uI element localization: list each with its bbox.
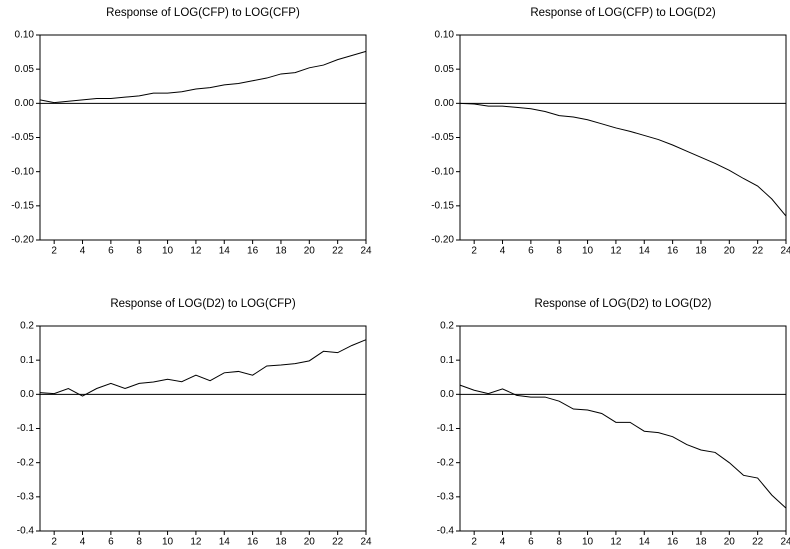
x-tick-label: 4 bbox=[500, 537, 506, 548]
x-tick-label: 4 bbox=[500, 246, 506, 257]
x-tick-label: 16 bbox=[667, 537, 679, 548]
y-tick-label: -0.05 bbox=[11, 132, 34, 143]
x-tick-label: 4 bbox=[80, 246, 86, 257]
x-tick-label: 6 bbox=[108, 537, 114, 548]
x-tick-label: 12 bbox=[190, 246, 202, 257]
response-line bbox=[39, 339, 367, 397]
y-tick-label: 0.05 bbox=[435, 64, 455, 75]
x-tick-label: 20 bbox=[304, 246, 316, 257]
x-tick-label: 12 bbox=[610, 246, 622, 257]
x-tick-label: 22 bbox=[752, 537, 764, 548]
chart-title: Response of LOG(D2) to LOG(CFP) bbox=[110, 298, 296, 310]
chart-title: Response of LOG(CFP) to LOG(D2) bbox=[530, 7, 716, 19]
y-tick-label: -0.20 bbox=[11, 235, 34, 246]
x-tick-label: 24 bbox=[780, 537, 790, 548]
y-tick-label: -0.4 bbox=[437, 526, 455, 537]
y-tick-label: -0.10 bbox=[431, 166, 454, 177]
x-tick-label: 18 bbox=[275, 246, 287, 257]
chart-title: Response of LOG(D2) to LOG(D2) bbox=[534, 298, 711, 310]
y-tick-label: 0.1 bbox=[440, 355, 454, 366]
response-line bbox=[39, 50, 367, 104]
y-tick-label: 0.2 bbox=[440, 321, 454, 332]
x-tick-label: 2 bbox=[471, 246, 477, 257]
x-tick-label: 10 bbox=[582, 537, 594, 548]
plot-frame bbox=[39, 325, 367, 532]
y-tick-label: -0.2 bbox=[437, 457, 455, 468]
x-tick-label: 10 bbox=[162, 537, 174, 548]
y-tick-label: 0.10 bbox=[435, 30, 455, 41]
x-tick-label: 10 bbox=[582, 246, 594, 257]
plot-frame bbox=[459, 34, 787, 241]
y-tick-label: 0.1 bbox=[20, 355, 34, 366]
x-tick-label: 12 bbox=[610, 537, 622, 548]
response-line bbox=[459, 384, 787, 509]
x-tick-label: 16 bbox=[247, 537, 259, 548]
y-tick-label: -0.2 bbox=[17, 457, 35, 468]
y-tick-label: -0.05 bbox=[431, 132, 454, 143]
x-tick-label: 20 bbox=[724, 246, 736, 257]
y-tick-label: -0.1 bbox=[437, 423, 455, 434]
y-tick-label: 0.00 bbox=[435, 98, 455, 109]
x-tick-label: 24 bbox=[780, 246, 790, 257]
y-tick-label: -0.4 bbox=[17, 526, 35, 537]
x-tick-label: 14 bbox=[219, 246, 231, 257]
x-tick-label: 22 bbox=[332, 246, 344, 257]
x-tick-label: 14 bbox=[639, 246, 651, 257]
x-tick-label: 8 bbox=[556, 537, 562, 548]
x-tick-label: 6 bbox=[528, 246, 534, 257]
x-tick-label: 8 bbox=[136, 537, 142, 548]
x-tick-label: 4 bbox=[80, 537, 86, 548]
x-tick-label: 20 bbox=[724, 537, 736, 548]
x-tick-label: 2 bbox=[51, 537, 57, 548]
response-line bbox=[459, 102, 787, 217]
y-tick-label: -0.3 bbox=[437, 491, 455, 502]
x-tick-label: 8 bbox=[136, 246, 142, 257]
x-tick-label: 22 bbox=[332, 537, 344, 548]
x-tick-label: 22 bbox=[752, 246, 764, 257]
y-tick-label: 0.10 bbox=[15, 30, 35, 41]
x-tick-label: 10 bbox=[162, 246, 174, 257]
x-tick-label: 6 bbox=[528, 537, 534, 548]
y-tick-label: -0.15 bbox=[11, 200, 34, 211]
x-tick-label: 12 bbox=[190, 537, 202, 548]
y-tick-label: 0.0 bbox=[440, 389, 454, 400]
x-tick-label: 24 bbox=[360, 537, 372, 548]
y-tick-label: 0.00 bbox=[15, 98, 35, 109]
x-tick-label: 18 bbox=[695, 537, 707, 548]
x-tick-label: 14 bbox=[219, 537, 231, 548]
x-tick-label: 16 bbox=[667, 246, 679, 257]
x-tick-label: 18 bbox=[275, 537, 287, 548]
plot-frame bbox=[459, 325, 787, 532]
x-tick-label: 14 bbox=[639, 537, 651, 548]
y-tick-label: -0.20 bbox=[431, 235, 454, 246]
x-tick-label: 18 bbox=[695, 246, 707, 257]
plot-frame bbox=[39, 34, 367, 241]
y-tick-label: -0.3 bbox=[17, 491, 35, 502]
x-tick-label: 8 bbox=[556, 246, 562, 257]
y-tick-label: 0.0 bbox=[20, 389, 34, 400]
y-tick-label: -0.15 bbox=[431, 200, 454, 211]
x-tick-label: 16 bbox=[247, 246, 259, 257]
x-tick-label: 20 bbox=[304, 537, 316, 548]
y-tick-label: -0.1 bbox=[17, 423, 35, 434]
x-tick-label: 6 bbox=[108, 246, 114, 257]
y-tick-label: 0.05 bbox=[15, 64, 35, 75]
chart-title: Response of LOG(CFP) to LOG(CFP) bbox=[106, 7, 300, 19]
x-tick-label: 2 bbox=[51, 246, 57, 257]
x-tick-label: 2 bbox=[471, 537, 477, 548]
y-tick-label: 0.2 bbox=[20, 321, 34, 332]
y-tick-label: -0.10 bbox=[11, 166, 34, 177]
x-tick-label: 24 bbox=[360, 246, 372, 257]
